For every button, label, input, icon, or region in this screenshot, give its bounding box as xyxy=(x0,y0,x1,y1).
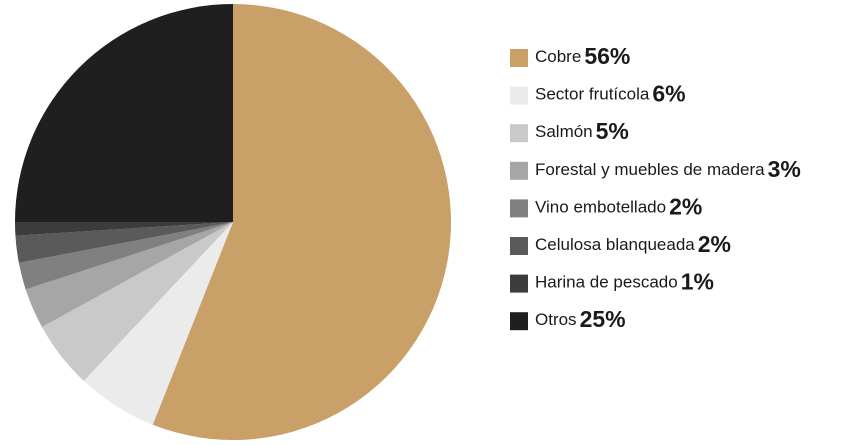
legend-swatch xyxy=(510,161,528,180)
legend-value: 2% xyxy=(669,193,702,219)
legend-entry: Celulosa blanqueada 2% xyxy=(535,231,731,257)
legend-label: Vino embotellado xyxy=(535,198,666,217)
pie-slice xyxy=(25,222,234,328)
legend-label: Salmón xyxy=(535,123,593,142)
pie-slice xyxy=(152,4,451,440)
legend-swatch xyxy=(510,312,528,331)
legend-value: 25% xyxy=(580,306,626,332)
legend-label: Harina de pescado xyxy=(535,273,678,292)
legend-entry: Vino embotellado 2% xyxy=(535,193,702,219)
legend-swatch xyxy=(510,274,528,293)
legend-swatch xyxy=(510,237,528,255)
pie-slice xyxy=(18,222,234,290)
legend-swatch xyxy=(510,199,528,218)
legend-label: Celulosa blanqueada xyxy=(535,235,695,254)
legend-label: Forestal y muebles de madera xyxy=(535,160,765,179)
legend-value: 3% xyxy=(768,156,801,182)
pie-slice xyxy=(41,222,233,381)
legend-entry: Forestal y muebles de madera 3% xyxy=(535,156,801,182)
legend-entry: Cobre 56% xyxy=(535,43,630,69)
legend-swatch xyxy=(510,86,528,105)
pie-slice xyxy=(83,222,233,425)
legend-value: 5% xyxy=(596,118,629,144)
legend-entry: Sector frutícola 6% xyxy=(535,81,686,107)
legend-value: 6% xyxy=(652,81,685,107)
legend-label: Sector frutícola xyxy=(535,85,650,104)
pie-slice xyxy=(15,4,233,222)
legend-value: 2% xyxy=(698,231,731,257)
legend-label: Cobre xyxy=(535,47,581,66)
legend-value: 56% xyxy=(584,43,630,69)
pie-slice xyxy=(15,222,233,236)
pie-slice xyxy=(15,222,233,263)
legend-swatch xyxy=(510,49,528,67)
legend-entry: Salmón 5% xyxy=(535,118,629,144)
legend-value: 1% xyxy=(681,269,714,295)
legend-entry: Otros 25% xyxy=(535,306,626,332)
legend-swatch xyxy=(510,124,528,143)
legend-label: Otros xyxy=(535,311,577,330)
legend-entry: Harina de pescado 1% xyxy=(535,269,714,295)
